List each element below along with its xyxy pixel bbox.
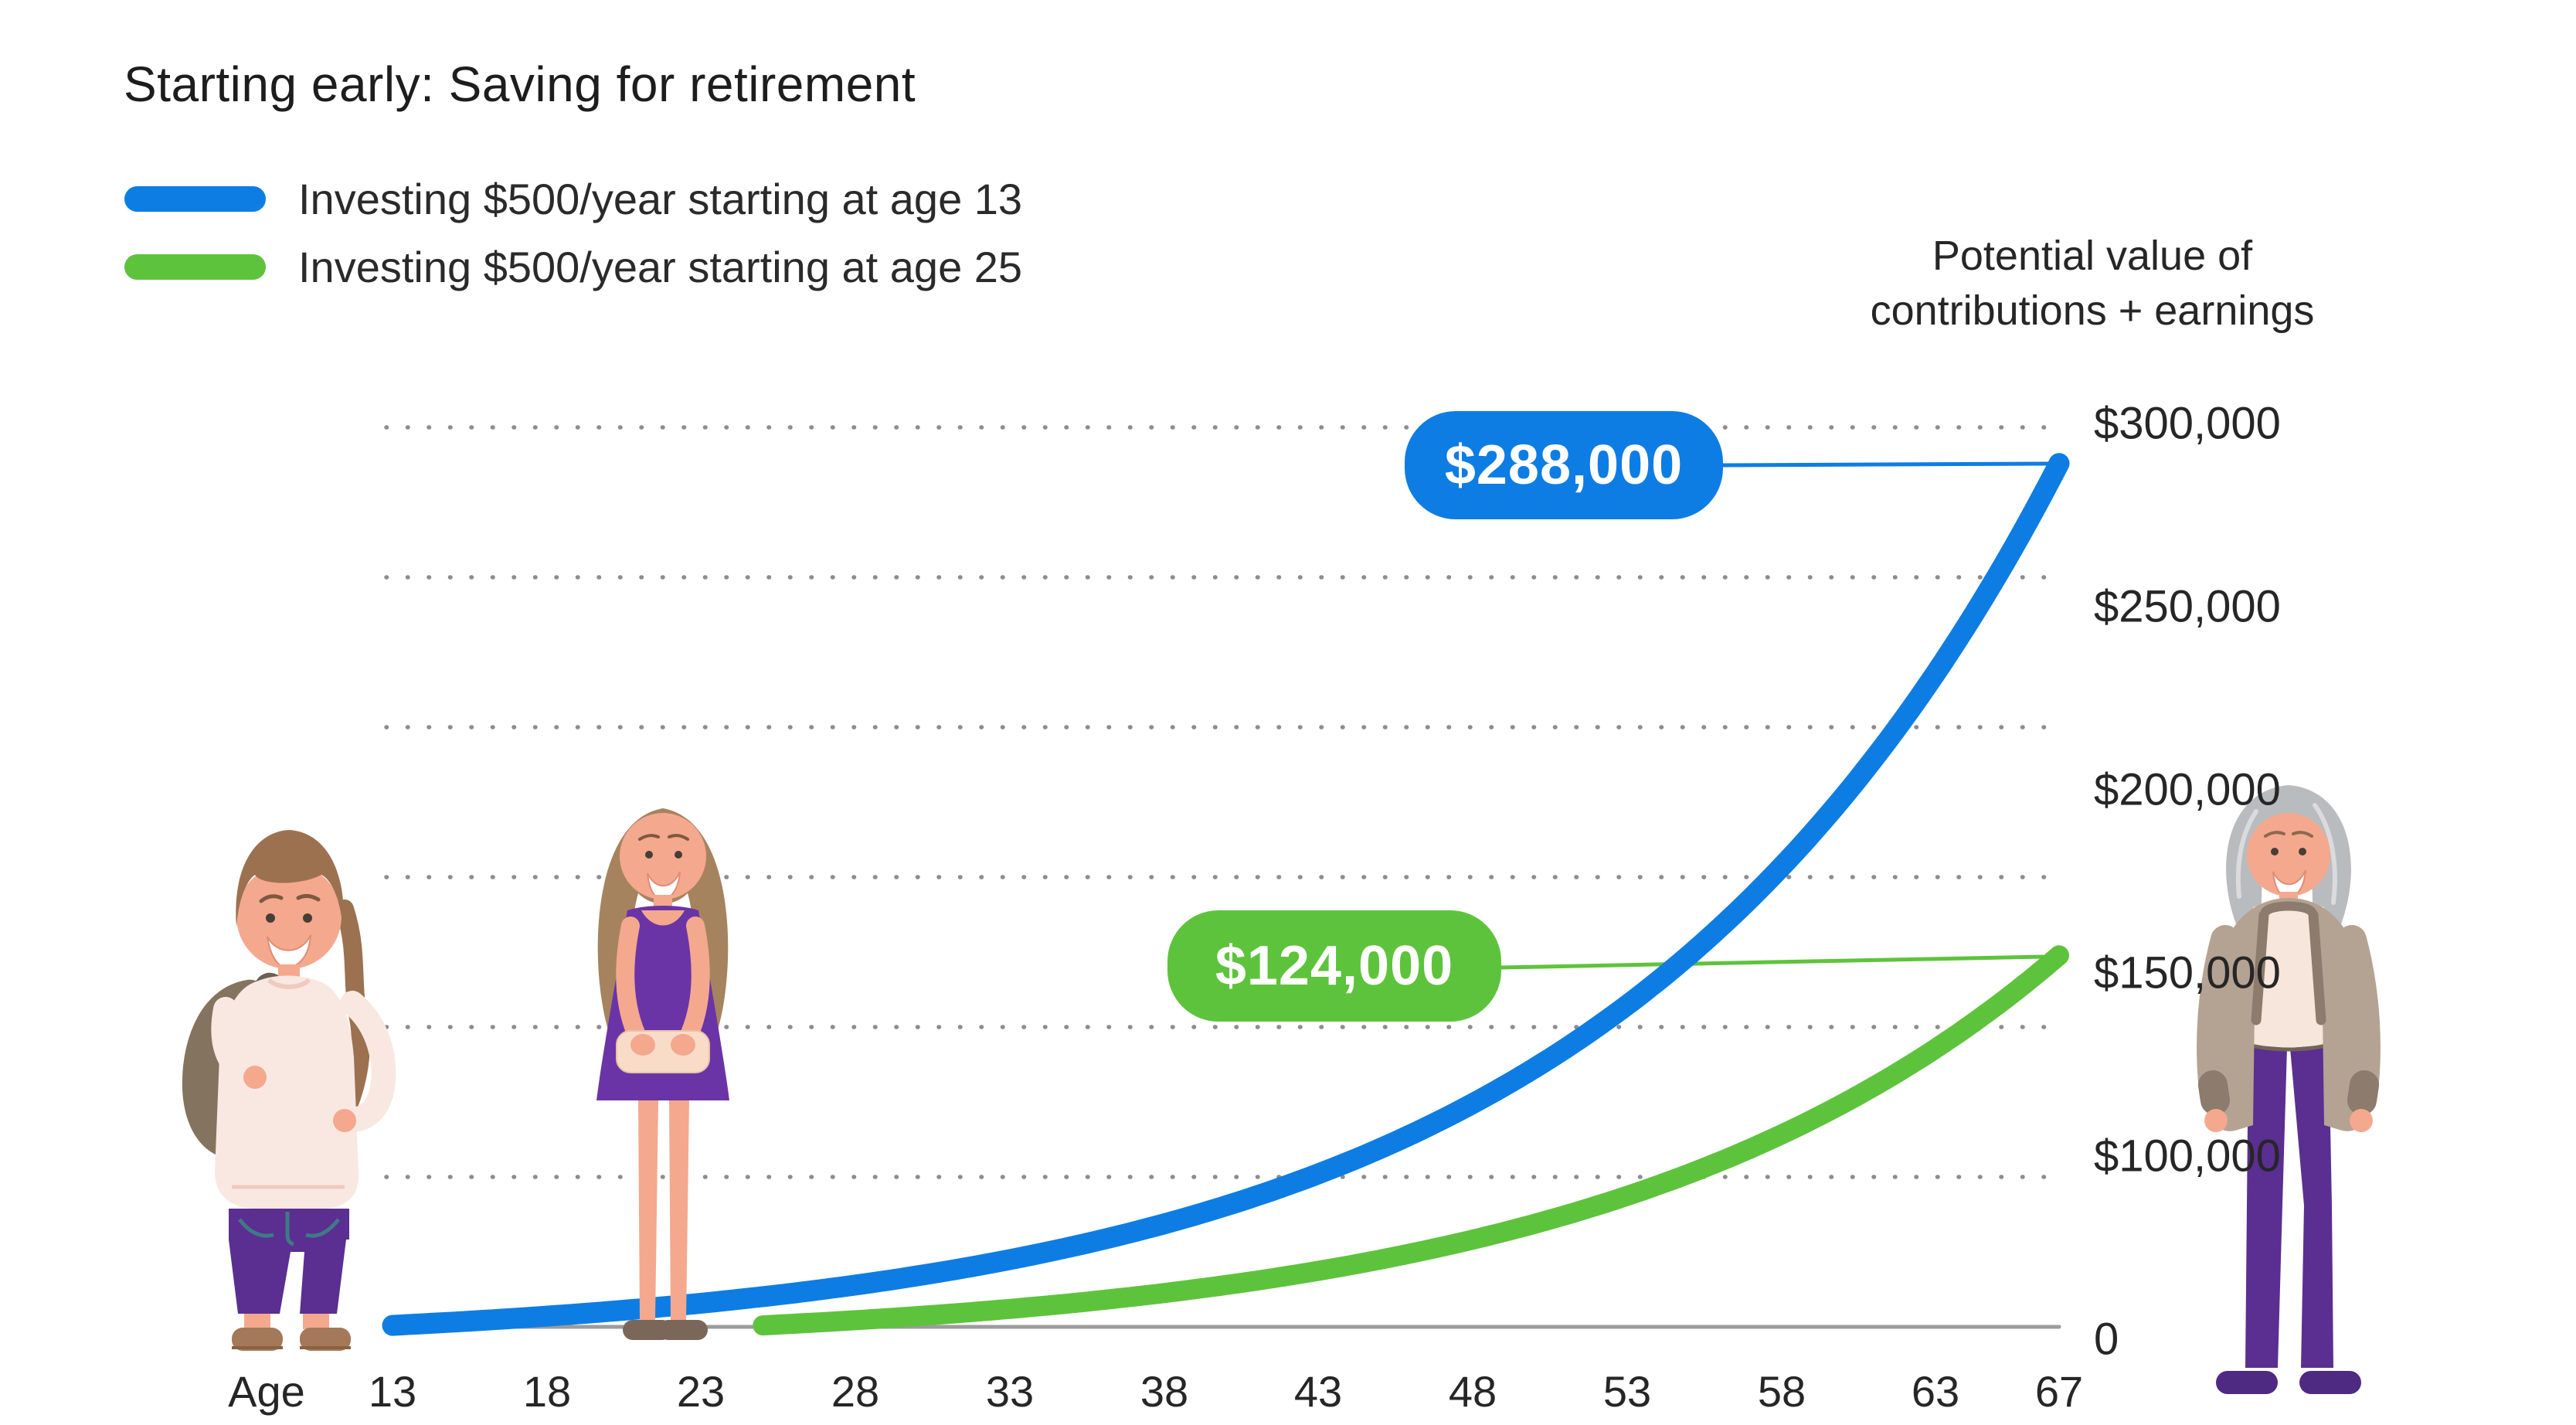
legend-label-age25: Investing $500/year starting at age 25 — [298, 242, 1023, 291]
x-axis-tick-label: 67 — [2034, 1367, 2084, 1416]
y-axis-title: Potential value of contributions + earni… — [1814, 229, 2370, 339]
series-line-age13 — [382, 453, 2070, 1336]
legend-swatch-age25 — [124, 253, 266, 280]
callout-connector-age13 — [1722, 461, 2050, 468]
y-axis-label: 0 — [2094, 1314, 2119, 1365]
y-axis-title-line2: contributions + earnings — [1870, 287, 2315, 335]
x-axis-tick-label: 58 — [1757, 1367, 1806, 1416]
x-axis-tick-label: 13 — [368, 1367, 417, 1416]
x-axis-tick-label: 28 — [831, 1367, 880, 1416]
person-age25-illustration — [596, 808, 729, 1340]
legend-swatch-age13 — [124, 185, 266, 212]
x-axis-tick-label: 33 — [985, 1367, 1035, 1416]
callout-connector-lines — [1500, 461, 2050, 970]
legend: Investing $500/year starting at age 13 I… — [124, 174, 1022, 310]
page-title: Starting early: Saving for retirement — [124, 56, 916, 112]
y-axis-label: $300,000 — [2094, 398, 2281, 449]
person-age13-illustration — [182, 830, 396, 1351]
y-axis-label: $150,000 — [2094, 947, 2281, 998]
person-age67-illustration — [2197, 785, 2381, 1394]
legend-item-age25: Investing $500/year starting at age 25 — [124, 242, 1022, 291]
legend-item-age13: Investing $500/year starting at age 13 — [124, 174, 1022, 223]
y-axis-title-line1: Potential value of — [1932, 233, 2253, 279]
x-axis-tick-label: 43 — [1293, 1367, 1343, 1416]
y-axis-label: $100,000 — [2094, 1131, 2281, 1182]
callout-age13-value: $288,000 — [1405, 411, 1723, 519]
x-axis-tick-label: 23 — [676, 1367, 726, 1416]
x-axis-title: Age — [228, 1367, 305, 1416]
callout-age13-text: $288,000 — [1444, 434, 1684, 496]
callout-age25-value: $124,000 — [1167, 910, 1501, 1022]
legend-label-age13: Investing $500/year starting at age 13 — [298, 174, 1023, 223]
x-axis-tick-label: 63 — [1911, 1367, 1960, 1416]
y-axis-label: $200,000 — [2094, 764, 2281, 815]
series-line-age25 — [753, 945, 2069, 1336]
callout-age25-text: $124,000 — [1215, 935, 1454, 997]
x-axis-tick-label: 53 — [1602, 1367, 1652, 1416]
x-axis-tick-label: 38 — [1140, 1367, 1189, 1416]
callout-connector-age25 — [1500, 954, 2044, 970]
x-axis-tick-label: 18 — [522, 1367, 572, 1416]
y-axis-label: $250,000 — [2094, 581, 2281, 632]
data-series-curves — [382, 453, 2070, 1336]
x-axis-tick-label: 48 — [1448, 1367, 1497, 1416]
